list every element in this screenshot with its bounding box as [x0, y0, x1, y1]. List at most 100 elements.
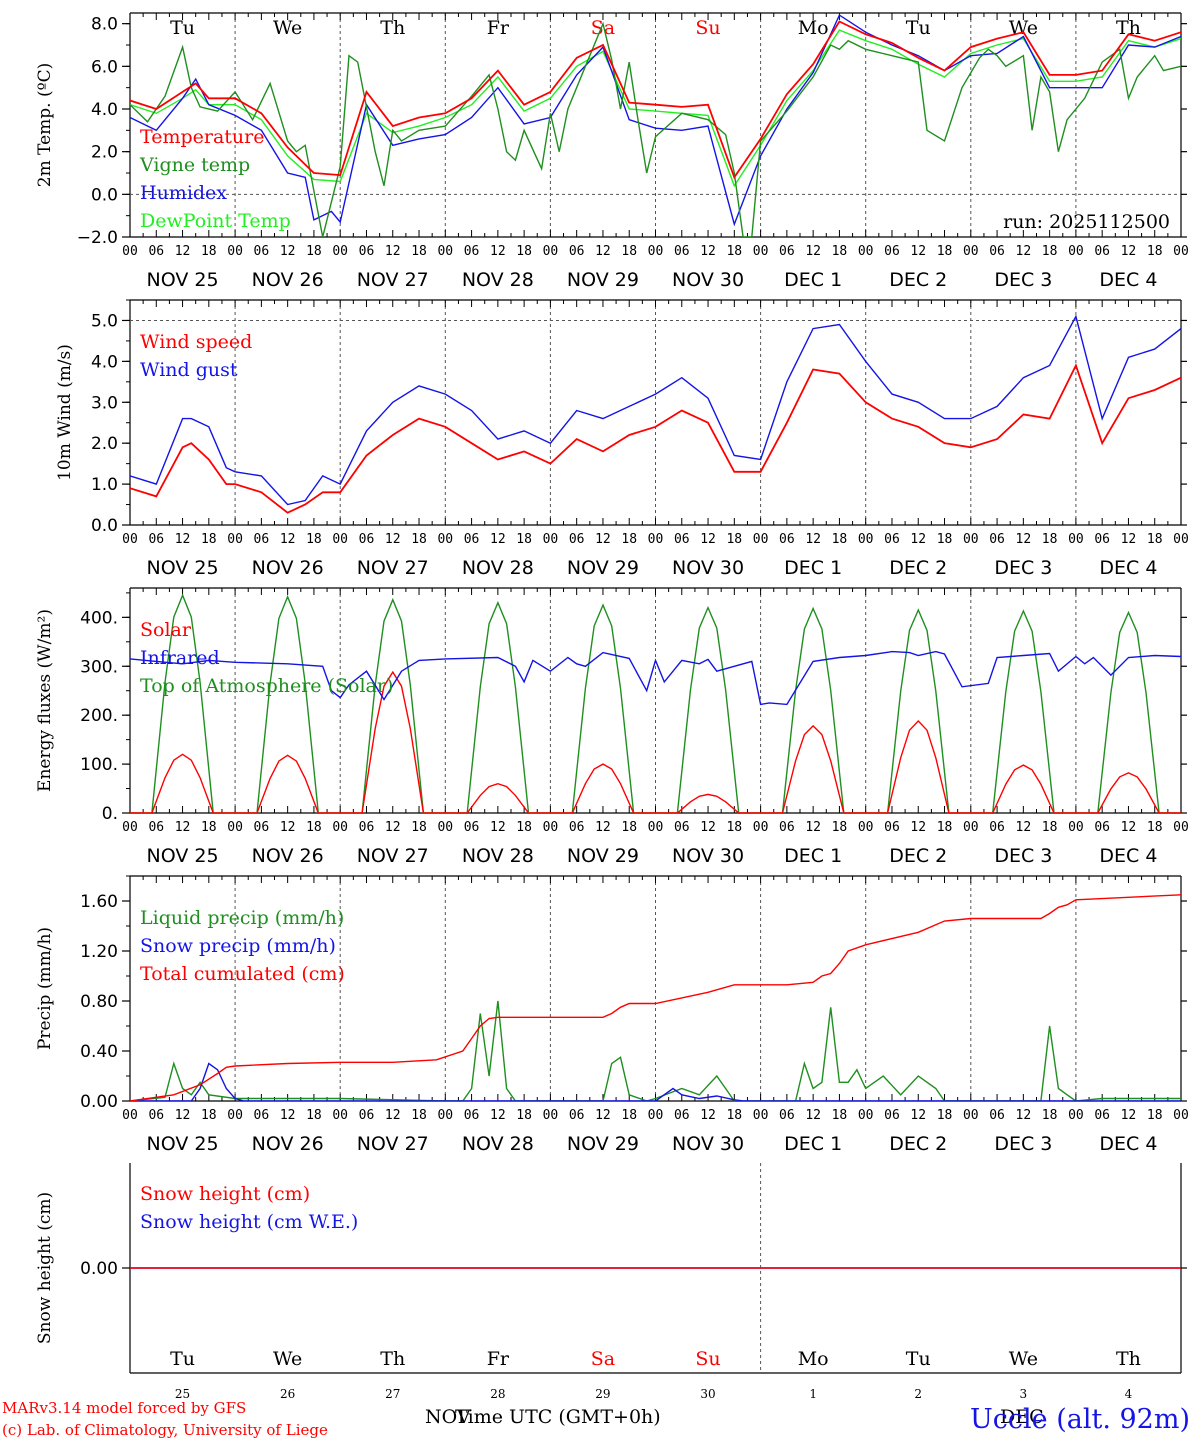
- hour-tick-label: 12: [1121, 532, 1137, 547]
- y-tick-label: 0.00: [80, 1092, 118, 1112]
- date-label: NOV 29: [567, 269, 639, 291]
- weekday-label: Sa: [591, 1348, 615, 1370]
- hour-tick-label: 18: [1147, 1108, 1163, 1123]
- date-label: DEC 4: [1099, 1133, 1157, 1155]
- hour-tick-label: 18: [201, 1108, 217, 1123]
- y-axis-label: Snow height (cm): [35, 1192, 55, 1344]
- hour-tick-label: 18: [1042, 820, 1058, 835]
- footer-model: MARv3.14 model forced by GFS: [2, 1399, 246, 1417]
- hour-tick-label: 06: [148, 244, 164, 259]
- y-tick-label: 0.80: [80, 992, 118, 1012]
- hour-tick-label: 00: [437, 532, 453, 547]
- hour-tick-label: 00: [648, 244, 664, 259]
- y-tick-label: 1.20: [80, 942, 118, 962]
- legend-entry: Liquid precip (mm/h): [140, 907, 344, 929]
- hour-tick-label: 18: [1147, 532, 1163, 547]
- hour-tick-label: 00: [1173, 532, 1189, 547]
- date-label: DEC 1: [784, 1133, 842, 1155]
- hour-tick-label: 00: [648, 1108, 664, 1123]
- weekday-label: Th: [1116, 17, 1141, 39]
- hour-tick-label: 00: [122, 244, 138, 259]
- hour-tick-label: 06: [989, 244, 1005, 259]
- y-axis-label: Precip (mm/h): [35, 927, 55, 1050]
- date-label: DEC 2: [889, 845, 947, 867]
- date-label: NOV 25: [147, 1133, 219, 1155]
- hour-tick-label: 00: [1173, 820, 1189, 835]
- y-tick-label: 8.0: [91, 15, 118, 35]
- date-label: NOV 27: [357, 557, 429, 579]
- hour-tick-label: 06: [674, 820, 690, 835]
- hour-tick-label: 12: [700, 532, 716, 547]
- y-tick-label: 2.0: [91, 143, 118, 163]
- date-label: NOV 28: [462, 1133, 534, 1155]
- weekday-label: Th: [380, 1348, 405, 1370]
- hour-tick-label: 18: [411, 244, 427, 259]
- hour-tick-label: 06: [989, 532, 1005, 547]
- hour-tick-label: 00: [1068, 532, 1084, 547]
- series-top-of-atmosphere-solar-line: [130, 593, 1181, 813]
- hour-tick-label: 12: [385, 244, 401, 259]
- y-tick-label: 4.0: [91, 352, 118, 372]
- hour-tick-label: 12: [175, 820, 191, 835]
- hour-tick-label: 12: [1016, 532, 1032, 547]
- hour-tick-label: 00: [1068, 820, 1084, 835]
- hour-tick-label: 18: [516, 532, 532, 547]
- hour-tick-label: 12: [280, 532, 296, 547]
- date-label: DEC 4: [1099, 269, 1157, 291]
- hour-tick-label: 12: [805, 1108, 821, 1123]
- weekday-label: Fr: [487, 1348, 510, 1370]
- hour-tick-label: 06: [884, 1108, 900, 1123]
- hour-tick-label: 06: [464, 820, 480, 835]
- legend-entry: Wind speed: [140, 331, 252, 353]
- day-number-label: 1: [809, 1387, 817, 1401]
- legend-entry: Humidex: [140, 182, 227, 204]
- hour-tick-label: 06: [464, 244, 480, 259]
- hour-tick-label: 00: [963, 244, 979, 259]
- hour-tick-label: 00: [332, 1108, 348, 1123]
- hour-tick-label: 06: [148, 1108, 164, 1123]
- hour-tick-label: 06: [674, 244, 690, 259]
- hour-tick-label: 18: [201, 532, 217, 547]
- day-number-label: 25: [175, 1387, 190, 1401]
- hour-tick-label: 06: [674, 1108, 690, 1123]
- y-tick-label: 5.0: [91, 311, 118, 331]
- hour-tick-label: 18: [1042, 244, 1058, 259]
- day-number-label: 4: [1125, 1387, 1133, 1401]
- hour-tick-label: 06: [148, 532, 164, 547]
- hour-tick-label: 06: [884, 244, 900, 259]
- weekday-label: Fr: [487, 17, 510, 39]
- date-label: DEC 2: [889, 1133, 947, 1155]
- hour-tick-label: 06: [1094, 1108, 1110, 1123]
- hour-tick-label: 00: [858, 532, 874, 547]
- hour-tick-label: 12: [700, 820, 716, 835]
- date-label: NOV 25: [147, 845, 219, 867]
- weekday-label: We: [273, 1348, 302, 1370]
- hour-tick-label: 00: [753, 532, 769, 547]
- date-label: NOV 27: [357, 269, 429, 291]
- hour-tick-label: 12: [490, 244, 506, 259]
- hour-tick-label: 00: [858, 820, 874, 835]
- hour-tick-label: 18: [516, 820, 532, 835]
- hour-tick-label: 06: [884, 532, 900, 547]
- hour-tick-label: 12: [910, 244, 926, 259]
- hour-tick-label: 18: [1147, 820, 1163, 835]
- hour-tick-label: 12: [595, 532, 611, 547]
- hour-tick-label: 18: [201, 820, 217, 835]
- station-label: Uccle (alt. 92m): [970, 1404, 1190, 1435]
- date-label: DEC 4: [1099, 557, 1157, 579]
- date-label: NOV 30: [672, 557, 744, 579]
- weekday-label: Th: [1116, 1348, 1141, 1370]
- weekday-label: We: [273, 17, 302, 39]
- y-tick-label: 0.40: [80, 1042, 118, 1062]
- hour-tick-label: 06: [464, 1108, 480, 1123]
- y-tick-label: 4.0: [91, 100, 118, 120]
- hour-tick-label: 18: [937, 532, 953, 547]
- hour-tick-label: 06: [254, 532, 270, 547]
- weekday-label: Tu: [170, 1348, 195, 1370]
- hour-tick-label: 12: [805, 532, 821, 547]
- hour-tick-label: 18: [306, 244, 322, 259]
- hour-tick-label: 12: [700, 1108, 716, 1123]
- hour-tick-label: 12: [175, 532, 191, 547]
- hour-tick-label: 12: [1016, 1108, 1032, 1123]
